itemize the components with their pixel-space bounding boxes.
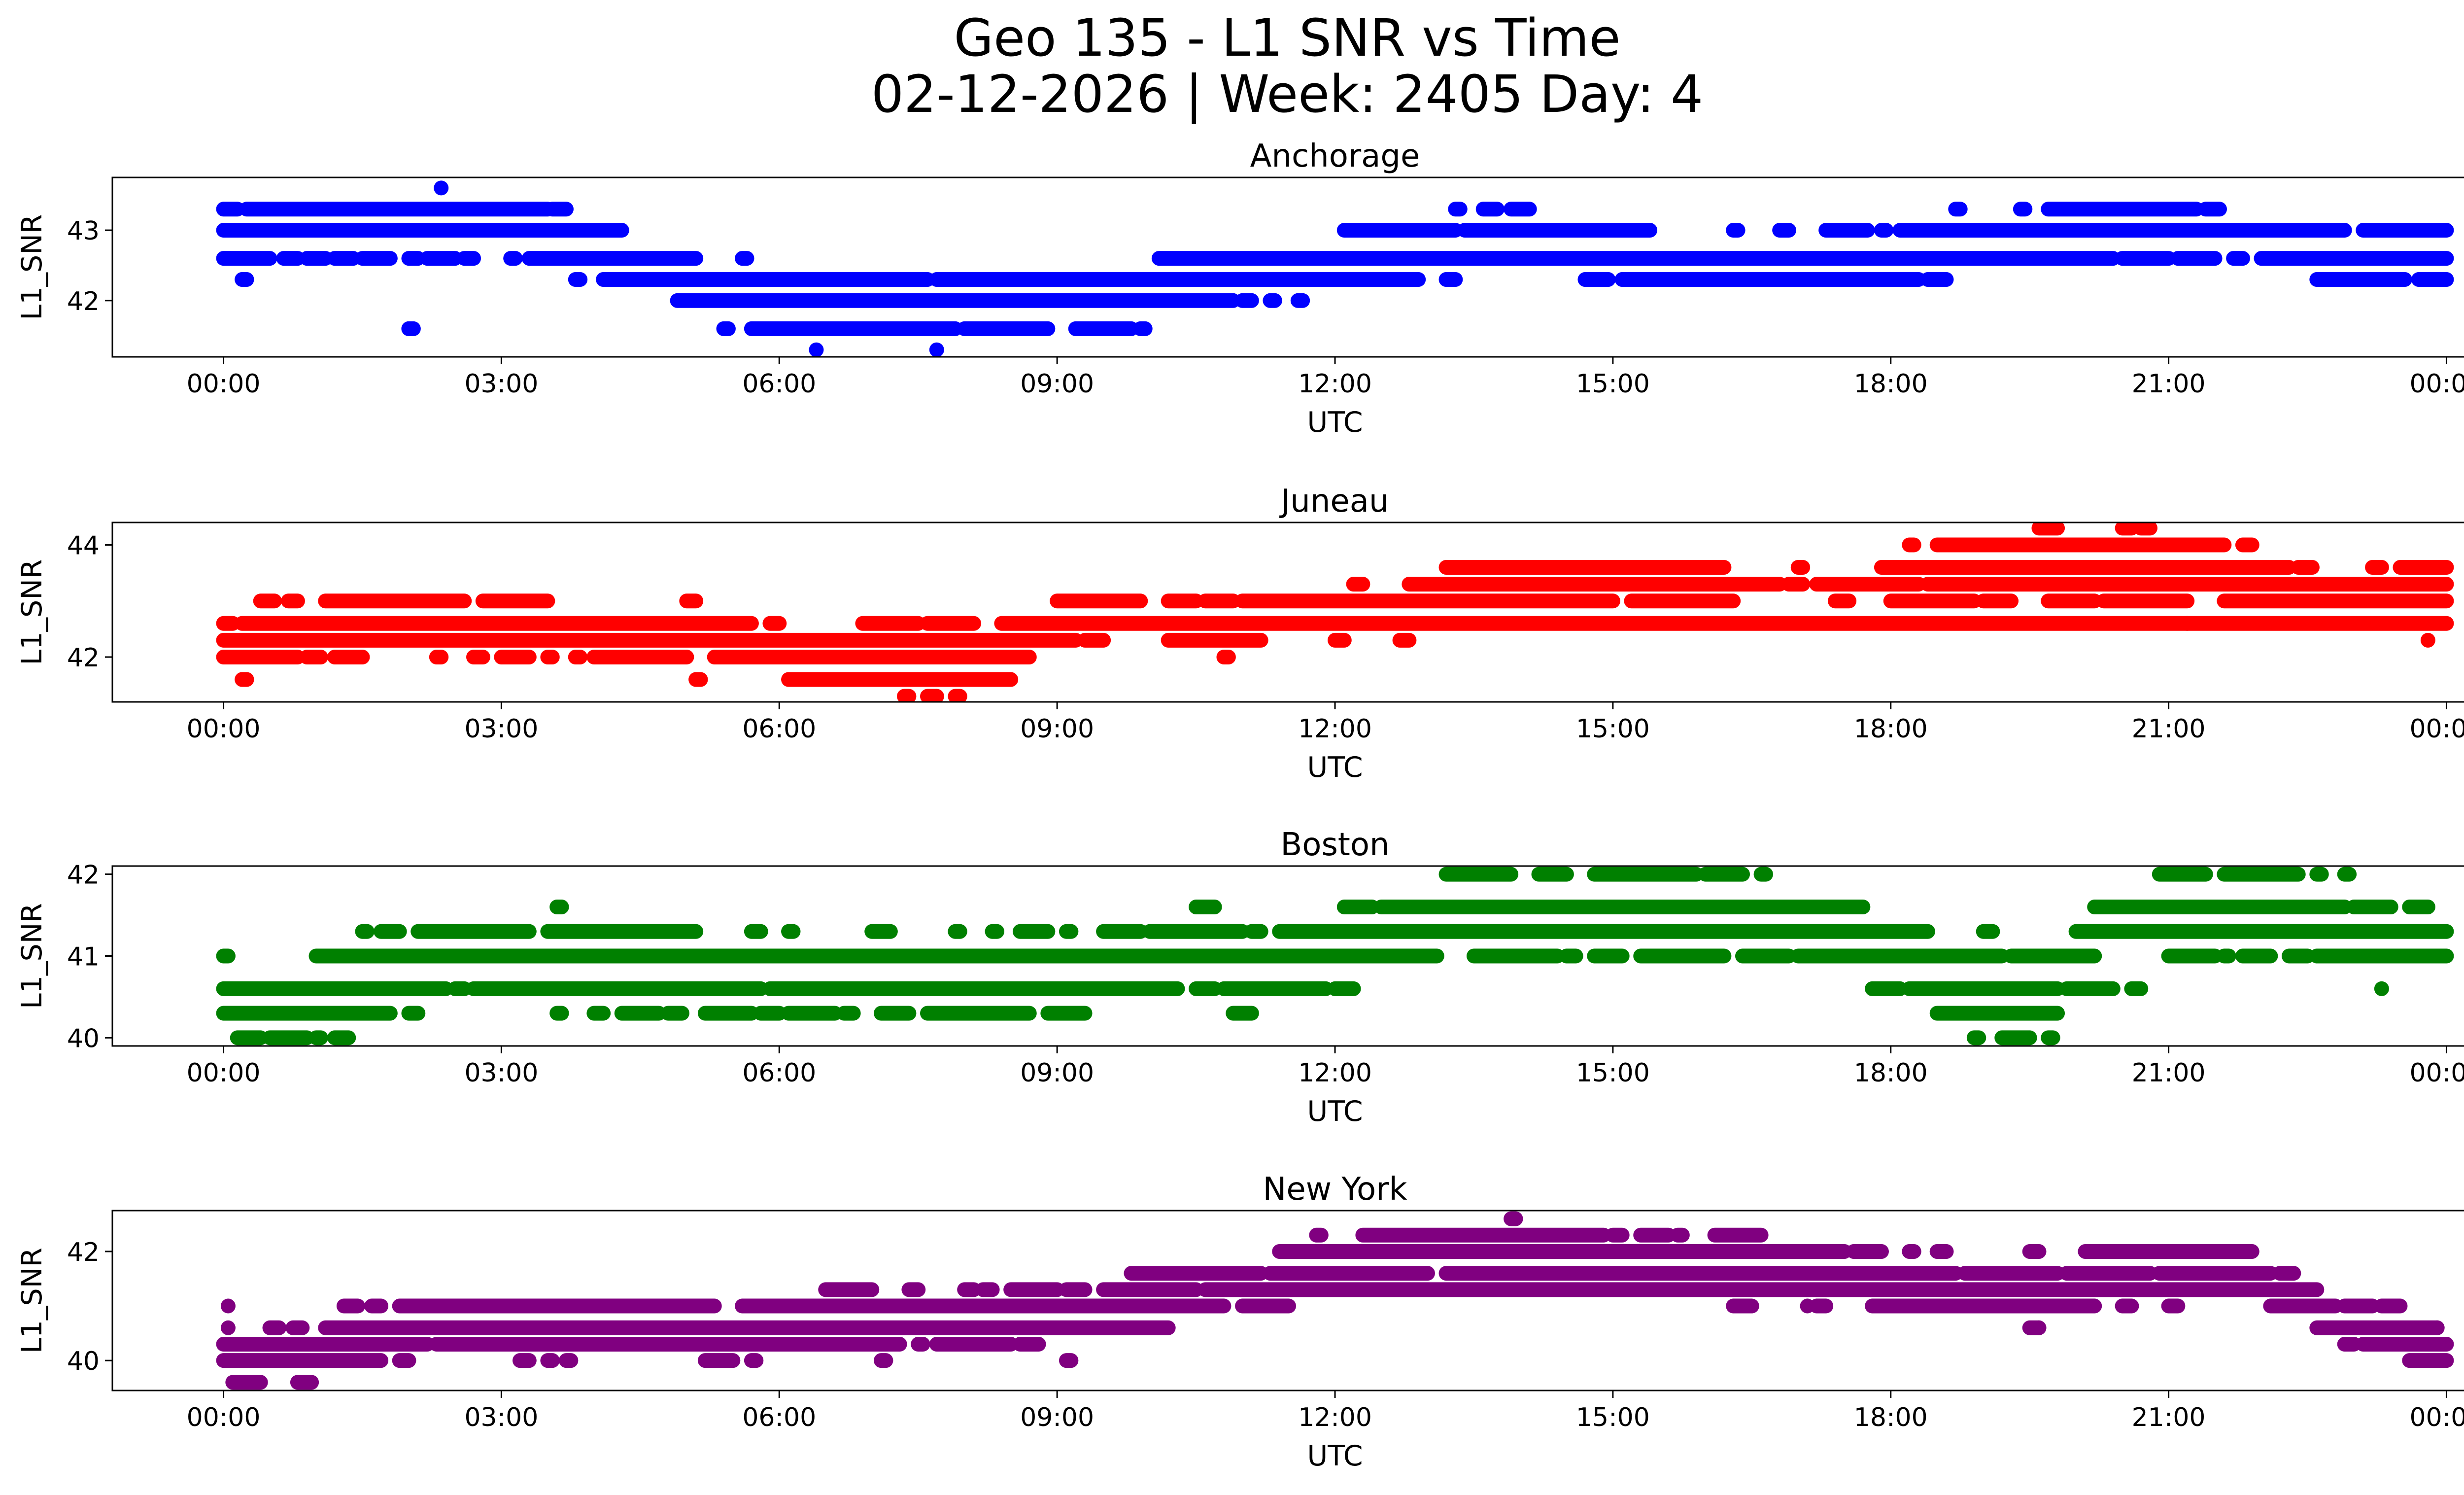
data-point: [2420, 632, 2435, 648]
scatter-series: [216, 180, 2454, 357]
x-tick-label: 09:00: [1020, 1058, 1094, 1088]
data-point: [220, 1320, 236, 1335]
figure-title-line2: 02-12-2026 | Week: 2405 Day: 4: [871, 64, 1703, 124]
x-axis-label: UTC: [1307, 406, 1363, 439]
x-tick-label: 12:00: [1298, 714, 1372, 744]
x-axis-label: UTC: [1307, 1440, 1363, 1472]
y-tick-label: 43: [67, 216, 100, 246]
x-tick-label: 03:00: [464, 369, 538, 399]
x-tick-label: 15:00: [1576, 714, 1650, 744]
x-tick-label: 21:00: [2132, 1403, 2206, 1432]
x-tick-label: 00:00: [2410, 714, 2464, 744]
x-tick-label: 18:00: [1854, 714, 1928, 744]
y-axis-label: L1_SNR: [16, 214, 48, 320]
y-tick-label: 42: [67, 643, 100, 673]
y-axis-label: L1_SNR: [16, 903, 48, 1009]
data-point: [2031, 1320, 2047, 1335]
data-point: [434, 180, 449, 196]
x-tick-label: 00:00: [187, 1403, 261, 1432]
scatter-series: [216, 1211, 2454, 1390]
y-tick-label: 40: [67, 1347, 100, 1376]
subplot-juneau: Juneau 00:00 03:00 06:00 09:00 12:00 15:00 18:0…: [16, 483, 2464, 784]
x-tick-label: 21:00: [2132, 1058, 2206, 1088]
subplot-new-york: New York 00:00 03:00 06:00 09:00 12:00 15:00 18…: [16, 1171, 2464, 1472]
x-axis-label: UTC: [1307, 751, 1363, 784]
panel-title: Boston: [1280, 827, 1389, 863]
x-tick-label: 12:00: [1298, 1403, 1372, 1432]
x-tick-label: 00:00: [187, 369, 261, 399]
data-point: [2180, 616, 2195, 631]
x-tick-label: 03:00: [464, 1058, 538, 1088]
x-tick-label: 09:00: [1020, 1403, 1094, 1432]
scatter-series: [216, 867, 2454, 1045]
x-tick-label: 09:00: [1020, 714, 1094, 744]
data-point: [929, 342, 944, 357]
data-point: [2374, 981, 2389, 996]
y-axis-label: L1_SNR: [16, 559, 48, 665]
y-tick-label: 44: [67, 531, 100, 561]
y-tick-label: 42: [67, 1238, 100, 1267]
x-tick-label: 15:00: [1576, 369, 1650, 399]
x-tick-label: 00:00: [2410, 1403, 2464, 1432]
y-tick-label: 42: [67, 861, 100, 890]
x-tick-label: 03:00: [464, 714, 538, 744]
x-tick-label: 00:00: [2410, 1058, 2464, 1088]
subplots: Anchorage 00:00 03:00 06:00 09:00 12:00 15:00 1…: [16, 138, 2464, 1472]
data-point: [809, 342, 824, 357]
figure-title-line1: Geo 135 - L1 SNR vs Time: [954, 8, 1620, 68]
x-tick-label: 18:00: [1854, 1058, 1928, 1088]
panel-title: Anchorage: [1250, 138, 1420, 174]
data-point: [2430, 1320, 2445, 1335]
x-tick-label: 06:00: [742, 1058, 816, 1088]
x-tick-label: 03:00: [464, 1403, 538, 1432]
x-tick-label: 12:00: [1298, 1058, 1372, 1088]
x-tick-label: 06:00: [742, 1403, 816, 1432]
x-tick-label: 00:00: [2410, 369, 2464, 399]
x-tick-label: 18:00: [1854, 1403, 1928, 1432]
subplot-anchorage: Anchorage 00:00 03:00 06:00 09:00 12:00 15:00 1…: [16, 138, 2464, 439]
x-tick-label: 00:00: [187, 1058, 261, 1088]
y-axis-label: L1_SNR: [16, 1248, 48, 1354]
x-tick-label: 06:00: [742, 714, 816, 744]
data-point: [1800, 1298, 1815, 1314]
data-point: [401, 321, 416, 336]
x-tick-label: 18:00: [1854, 369, 1928, 399]
x-tick-label: 00:00: [187, 714, 261, 744]
y-tick-label: 41: [67, 942, 100, 972]
x-axis-label: UTC: [1307, 1095, 1363, 1128]
x-tick-label: 21:00: [2132, 369, 2206, 399]
panel-title: Juneau: [1279, 483, 1389, 520]
subplot-boston: Boston 00:00 03:00 06:00 09:00 12:00 15:00 18:0…: [16, 827, 2464, 1128]
x-tick-label: 06:00: [742, 369, 816, 399]
x-tick-label: 15:00: [1576, 1058, 1650, 1088]
y-tick-label: 42: [67, 287, 100, 316]
panel-title: New York: [1263, 1171, 1407, 1208]
data-point: [220, 1298, 236, 1314]
x-tick-label: 12:00: [1298, 369, 1372, 399]
x-tick-label: 15:00: [1576, 1403, 1650, 1432]
scatter-series: [216, 522, 2454, 702]
x-tick-label: 09:00: [1020, 369, 1094, 399]
y-tick-label: 40: [67, 1024, 100, 1053]
x-tick-label: 21:00: [2132, 714, 2206, 744]
